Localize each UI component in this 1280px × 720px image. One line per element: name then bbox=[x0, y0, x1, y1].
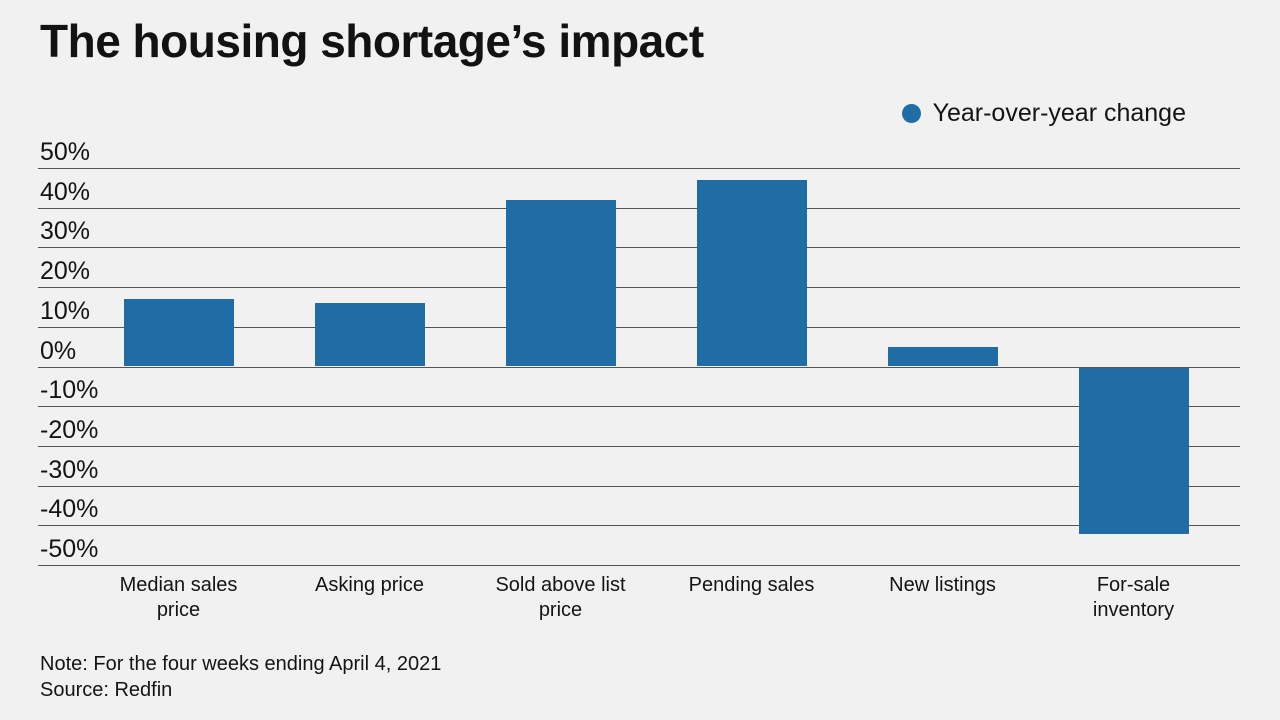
x-axis-label: Sold above list price bbox=[495, 574, 626, 621]
gridline bbox=[38, 406, 1240, 408]
bar-asking-price bbox=[314, 302, 425, 367]
y-tick-label: 50% bbox=[40, 138, 91, 166]
y-tick-label: -20% bbox=[40, 415, 99, 444]
gridline bbox=[38, 565, 1240, 566]
y-tick-label: -30% bbox=[40, 455, 99, 484]
y-tick-label: 0% bbox=[40, 336, 77, 365]
gridline bbox=[38, 326, 1240, 328]
y-tick-label: 30% bbox=[40, 217, 91, 246]
gridline bbox=[38, 207, 1240, 209]
chart-title: The housing shortage’s impact bbox=[40, 15, 704, 67]
footnote: Note: For the four weeks ending April 4,… bbox=[40, 651, 441, 703]
y-tick-label: 40% bbox=[40, 177, 91, 206]
chart-plot: 50% 40% 30% 20% 10% 0% -10% -20% -30% -40% -50% Med… bbox=[38, 138, 1240, 621]
legend-dot-icon bbox=[901, 104, 921, 123]
gridline bbox=[38, 287, 1240, 289]
y-tick-label: 10% bbox=[40, 296, 91, 325]
bar-median-sales-price bbox=[123, 299, 234, 367]
y-tick-label: -50% bbox=[40, 535, 99, 563]
bar-pending-sales bbox=[696, 179, 807, 367]
gridline bbox=[38, 247, 1240, 249]
source-text: Source: Redfin bbox=[40, 679, 173, 701]
y-tick-label: -10% bbox=[40, 376, 99, 405]
gridline bbox=[38, 485, 1240, 487]
gridline bbox=[38, 525, 1240, 527]
x-axis-label: Asking price bbox=[315, 574, 424, 596]
legend-label: Year-over-year change bbox=[932, 99, 1186, 127]
gridline bbox=[38, 366, 1240, 368]
bar-for-sale-inventory bbox=[1078, 367, 1189, 535]
gridline bbox=[38, 445, 1240, 447]
gridline bbox=[38, 168, 1240, 169]
bar-sold-above-list-price bbox=[505, 199, 616, 367]
x-axis-label: New listings bbox=[889, 574, 996, 596]
y-tick-label: -40% bbox=[40, 495, 99, 524]
bar-new-listings bbox=[887, 346, 998, 367]
note-text: Note: For the four weeks ending April 4,… bbox=[40, 653, 442, 675]
y-tick-label: 20% bbox=[40, 257, 91, 286]
x-axis-label: For-sale inventory bbox=[1092, 574, 1175, 621]
x-axis-label: Pending sales bbox=[688, 574, 815, 596]
legend: Year-over-year change bbox=[901, 99, 1186, 128]
x-axis-label: Median sales price bbox=[119, 574, 238, 621]
